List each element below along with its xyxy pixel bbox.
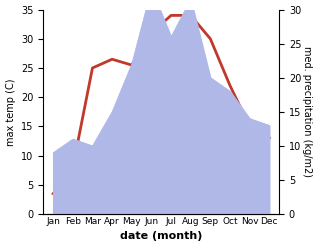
X-axis label: date (month): date (month) xyxy=(120,231,203,242)
Y-axis label: med. precipitation (kg/m2): med. precipitation (kg/m2) xyxy=(302,46,313,177)
Y-axis label: max temp (C): max temp (C) xyxy=(5,78,16,145)
